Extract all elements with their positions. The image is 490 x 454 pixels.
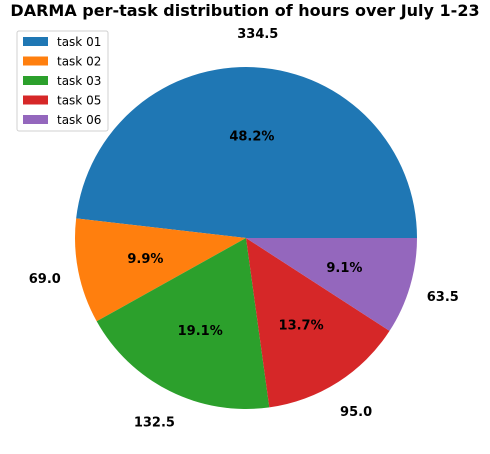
- legend: task 01 task 02 task 03 task 05 task 06: [16, 30, 109, 132]
- pie-slice-task-06: [246, 238, 417, 331]
- legend-swatch: [23, 37, 48, 46]
- pie-slice-task-03: [96, 238, 270, 409]
- pie-slice-task-01: [76, 67, 417, 238]
- legend-frame: [16, 30, 109, 132]
- pie-slice-task-05: [246, 238, 390, 408]
- value-label: 334.5: [237, 27, 278, 42]
- value-label: 63.5: [427, 290, 459, 305]
- legend-swatch: [23, 95, 48, 105]
- chart-title: DARMA per-task distribution of hours ove…: [10, 1, 479, 20]
- pie-labels: 48.2% 334.5 9.9% 69.0 19.1% 132.5 13.7% 95.0 9.1…: [29, 27, 459, 431]
- percent-label: 48.2%: [229, 130, 274, 145]
- pie-slice-task-02: [75, 218, 246, 322]
- value-label: 132.5: [134, 416, 175, 431]
- legend-label: task 02: [57, 55, 101, 69]
- pie-slices: [75, 67, 417, 409]
- legend-label: task 06: [57, 113, 101, 127]
- percent-label: 19.1%: [178, 324, 223, 339]
- legend-label: task 03: [57, 74, 101, 88]
- legend-swatch: [23, 115, 48, 124]
- percent-label: 9.1%: [326, 261, 362, 276]
- percent-label: 13.7%: [279, 319, 324, 334]
- value-label: 95.0: [340, 405, 372, 420]
- legend-label: task 01: [57, 35, 101, 49]
- percent-label: 9.9%: [127, 252, 163, 267]
- legend-swatch: [23, 56, 48, 66]
- legend-label: task 05: [57, 94, 101, 108]
- legend-swatch: [23, 76, 48, 85]
- value-label: 69.0: [29, 272, 61, 287]
